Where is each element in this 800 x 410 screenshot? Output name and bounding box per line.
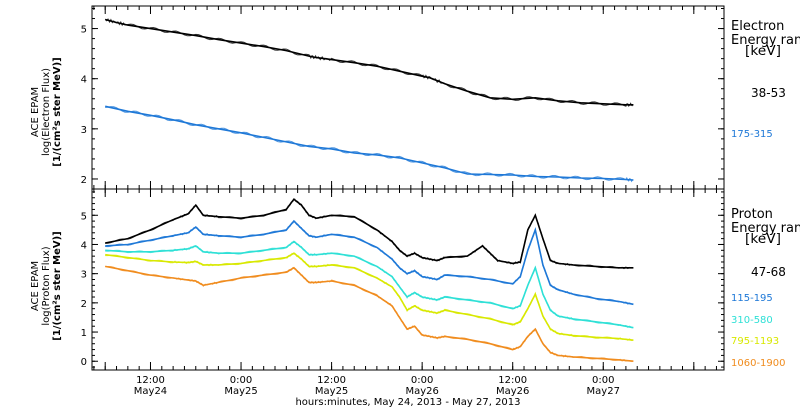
series-line: [104, 18, 634, 106]
electron-legend-title-2: Energy ranges: [731, 33, 800, 48]
series-noise: [105, 265, 632, 363]
series-noise: [105, 198, 632, 270]
series-noise: [105, 220, 632, 305]
electron-panel: 2 3 4 5 ACE EPAM log(Electron Flux) [1/(cm²…: [30, 5, 800, 190]
proton-legend-title-2: Energy ranges: [731, 221, 800, 236]
x-tick-label: 0:00: [592, 375, 614, 386]
electron-y-axis-label: ACE EPAM log(Electron Flux) [1/(cm²s ste…: [30, 57, 63, 166]
electron-ylabel-line-3: [1/(cm²s ster MeV)]: [52, 57, 63, 166]
proton-y-axis-label: ACE EPAM log(Proton Flux) [1/(cm²s ster …: [30, 231, 63, 340]
y-tick-label: 0: [81, 357, 87, 368]
proton-legend-title-3: [keV]: [745, 232, 781, 247]
x-tick-label: 12:00: [498, 375, 527, 386]
electron-ylabel-line-2: log(Electron Flux): [41, 68, 52, 156]
electron-legend-entry: 175-315: [731, 129, 773, 140]
series-line: [105, 240, 634, 329]
proton-panel: 0 1 2 3 4 5 ACE EPAM log(Proton Flux) [1/(cm²…: [30, 188, 800, 371]
proton-legend-entry: 115-195: [731, 293, 773, 304]
x-tick-date-label: May26: [405, 386, 438, 397]
electron-legend-title-1: Electron: [731, 19, 784, 34]
electron-legend-entry: 38-53: [751, 86, 786, 100]
proton-legend-entry: 795-1193: [731, 336, 779, 347]
electron-legend-title-3: [keV]: [745, 44, 781, 59]
proton-legend-title-1: Proton: [731, 207, 773, 222]
x-tick-date-label: May26: [496, 386, 529, 397]
series-noise: [104, 18, 633, 107]
y-tick-label: 3: [81, 270, 87, 281]
proton-ylabel-line-2: log(Proton Flux): [41, 246, 52, 325]
electron-series-lines: [104, 18, 634, 183]
x-tick-label: 0:00: [411, 375, 433, 386]
x-tick-label: 0:00: [230, 375, 252, 386]
proton-legend: Proton Energy ranges [keV] 47-68 115-195…: [731, 207, 800, 369]
x-axis: 12:00May240:00May2512:00May250:00May2612…: [93, 6, 717, 397]
y-tick-label: 4: [81, 240, 87, 251]
proton-legend-entry: 47-68: [751, 265, 786, 279]
y-tick-label: 5: [81, 211, 87, 222]
proton-legend-entry: 1060-1900: [731, 358, 786, 369]
proton-series-lines: [105, 198, 634, 363]
proton-ylabel-line-1: ACE EPAM: [30, 261, 41, 311]
x-tick-label: 12:00: [136, 375, 165, 386]
y-tick-label: 2: [81, 299, 87, 310]
electron-legend: Electron Energy ranges [keV] 38-53 175-3…: [731, 19, 800, 140]
proton-ylabel-line-3: [1/(cm²s ster MeV)]: [52, 231, 63, 340]
x-tick-date-label: May24: [134, 386, 167, 397]
series-line: [105, 252, 634, 341]
series-noise: [105, 252, 632, 342]
x-axis-label: hours:minutes, May 24, 2013 - May 27, 20…: [295, 397, 520, 408]
x-tick-date-label: May25: [224, 386, 257, 397]
proton-y-axis: 0 1 2 3 4 5: [81, 191, 724, 368]
x-tick-date-label: May27: [587, 386, 620, 397]
y-tick-label: 3: [81, 125, 87, 136]
series-noise: [105, 240, 632, 329]
electron-ylabel-line-1: ACE EPAM: [30, 87, 41, 137]
y-tick-label: 4: [81, 75, 87, 86]
y-tick-label: 2: [81, 175, 87, 186]
y-tick-label: 1: [81, 328, 87, 339]
x-tick-label: 12:00: [317, 375, 346, 386]
electron-y-axis: 2 3 4 5: [81, 8, 724, 186]
x-tick-date-label: May25: [315, 386, 348, 397]
series-noise: [105, 106, 633, 183]
proton-legend-entry: 310-580: [731, 315, 773, 326]
y-tick-label: 5: [81, 25, 87, 36]
series-line: [105, 105, 634, 181]
